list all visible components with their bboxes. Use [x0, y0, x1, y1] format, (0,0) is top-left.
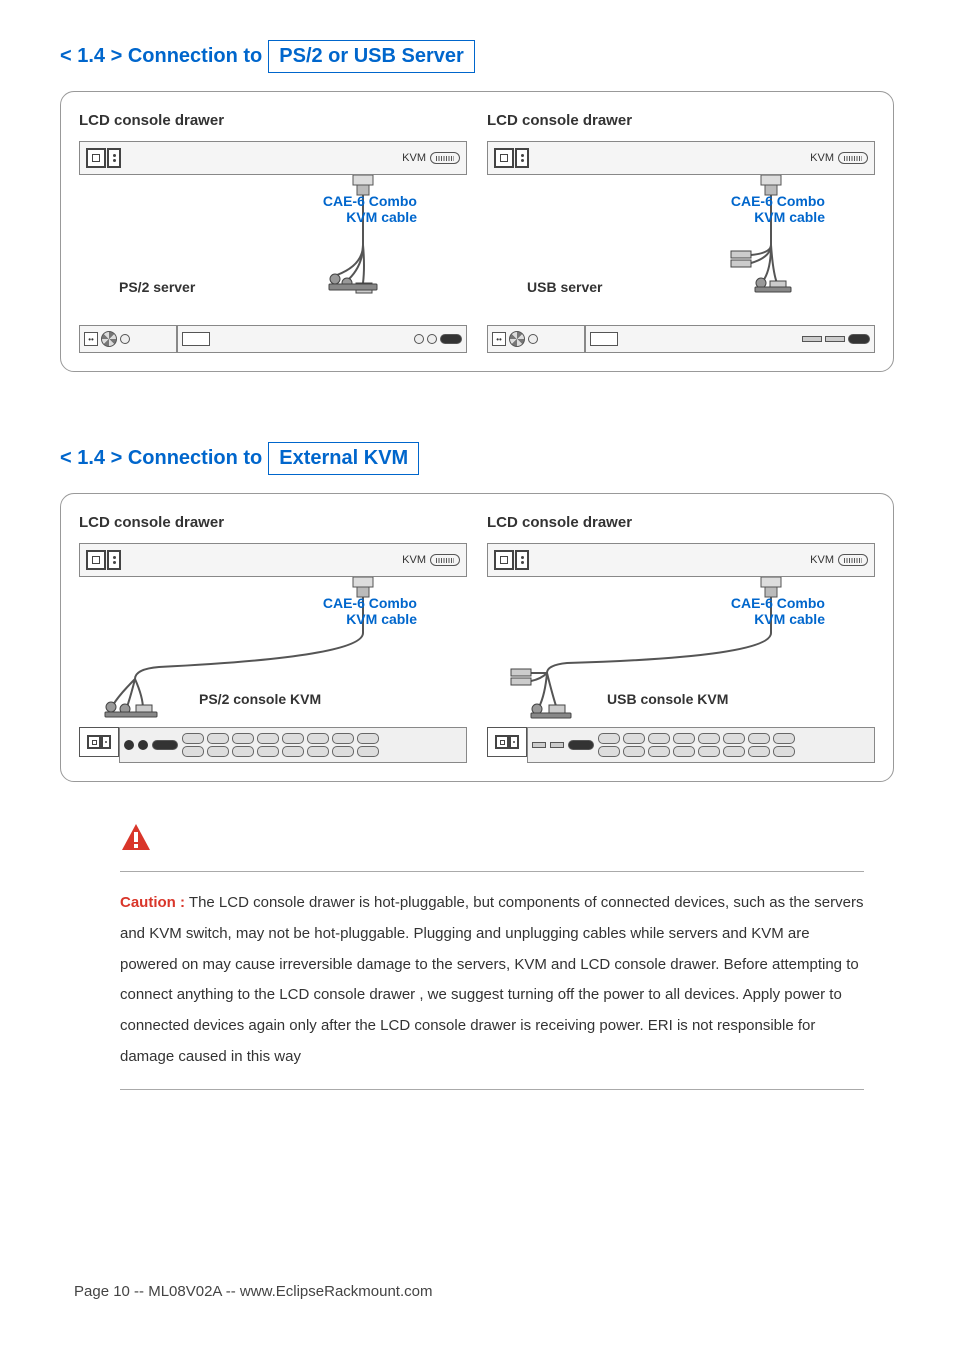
port-icon [430, 554, 460, 566]
cable1: CAE-6 Combo [731, 595, 825, 611]
section2-header: < 1.4 > Connection to External KVM [60, 442, 894, 475]
kvm-lcd-icon [487, 727, 527, 757]
caution-text: Caution : The LCD console drawer is hot-… [120, 888, 864, 1073]
caution-divider-top [120, 871, 864, 872]
caution-divider-bottom [120, 1089, 864, 1090]
kvm-lcd-icon [79, 727, 119, 757]
cable-area-usb: CAE-6 Combo KVM cable USB server [487, 175, 875, 325]
cable-label: CAE-6 Combo KVM cable [731, 595, 825, 627]
lcd-drawer-left: KVM [79, 141, 467, 175]
ps2-server-panel: •• [79, 325, 467, 353]
cable2: KVM cable [731, 209, 825, 225]
cable-area: CAE-6 Combo KVM cable USB console KVM [487, 577, 875, 727]
kvm-text: KVM [810, 554, 834, 566]
cable-label-ps2: CAE-6 Combo KVM cable [323, 193, 417, 225]
kvm-text: KVM [810, 152, 834, 164]
panel-servers: LCD console drawer KVM [60, 91, 894, 372]
cable1: CAE-6 Combo [323, 193, 417, 209]
server-left-icon: •• [487, 325, 585, 353]
caution-block: Caution : The LCD console drawer is hot-… [60, 822, 894, 1090]
ps2-server-label: PS/2 server [119, 279, 195, 295]
lcd-drawer: KVM [79, 543, 467, 577]
warning-icon [120, 822, 152, 854]
kvm-port-label: KVM [810, 152, 868, 164]
kvm-port-label: KVM [810, 554, 868, 566]
port-icon [430, 152, 460, 164]
section2-box: External KVM [268, 442, 419, 475]
cable1: CAE-6 Combo [731, 193, 825, 209]
cable-label-usb: CAE-6 Combo KVM cable [731, 193, 825, 225]
section2-prefix: < 1.4 > Connection to [60, 447, 262, 470]
usb-server-panel: •• [487, 325, 875, 353]
usb-server-label: USB server [527, 279, 603, 295]
usb-kvm-label: USB console KVM [607, 691, 728, 707]
server-right-icon [585, 325, 875, 353]
kvm-text: KVM [402, 554, 426, 566]
lcd-unit-icon [494, 148, 529, 168]
kvm-switch-panel [119, 727, 467, 763]
cable-area-ps2: CAE-6 Combo KVM cable PS/2 server [79, 175, 467, 325]
section1-box: PS/2 or USB Server [268, 40, 475, 73]
col-ps2-kvm: LCD console drawer KVM [79, 514, 467, 763]
ps2-kvm-label: PS/2 console KVM [199, 691, 321, 707]
lcd-drawer-right: KVM [487, 141, 875, 175]
cable-area: CAE-6 Combo KVM cable PS/2 console KVM [79, 577, 467, 727]
lcd-unit-icon [494, 550, 529, 570]
caution-body: The LCD console drawer is hot-pluggable,… [120, 894, 863, 1065]
section1-header: < 1.4 > Connection to PS/2 or USB Server [60, 40, 894, 73]
panel-external-kvm: LCD console drawer KVM [60, 493, 894, 782]
port-icon [838, 554, 868, 566]
lcd-title: LCD console drawer [79, 514, 467, 531]
kvm-port-label: KVM [402, 554, 460, 566]
lcd-title-right: LCD console drawer [487, 112, 875, 129]
kvm-switch-panel [527, 727, 875, 763]
cable2: KVM cable [731, 611, 825, 627]
cable1: CAE-6 Combo [323, 595, 417, 611]
kvm-port-label: KVM [402, 152, 460, 164]
col-usb-kvm: LCD console drawer KVM [487, 514, 875, 763]
cable2: KVM cable [323, 611, 417, 627]
lcd-title-left: LCD console drawer [79, 112, 467, 129]
cable-label: CAE-6 Combo KVM cable [323, 595, 417, 627]
lcd-unit-icon [86, 550, 121, 570]
lcd-drawer: KVM [487, 543, 875, 577]
port-icon [838, 152, 868, 164]
server-left-icon: •• [79, 325, 177, 353]
section1-prefix: < 1.4 > Connection to [60, 45, 262, 68]
caution-lead: Caution : [120, 894, 185, 911]
lcd-unit-icon [86, 148, 121, 168]
col-usb: LCD console drawer KVM [487, 112, 875, 353]
lcd-title: LCD console drawer [487, 514, 875, 531]
kvm-switch-row [79, 727, 467, 763]
cable2: KVM cable [323, 209, 417, 225]
kvm-text: KVM [402, 152, 426, 164]
col-ps2: LCD console drawer KVM [79, 112, 467, 353]
page-footer: Page 10 -- ML08V02A -- www.EclipseRackmo… [74, 1283, 432, 1300]
kvm-switch-row [487, 727, 875, 763]
server-right-icon [177, 325, 467, 353]
